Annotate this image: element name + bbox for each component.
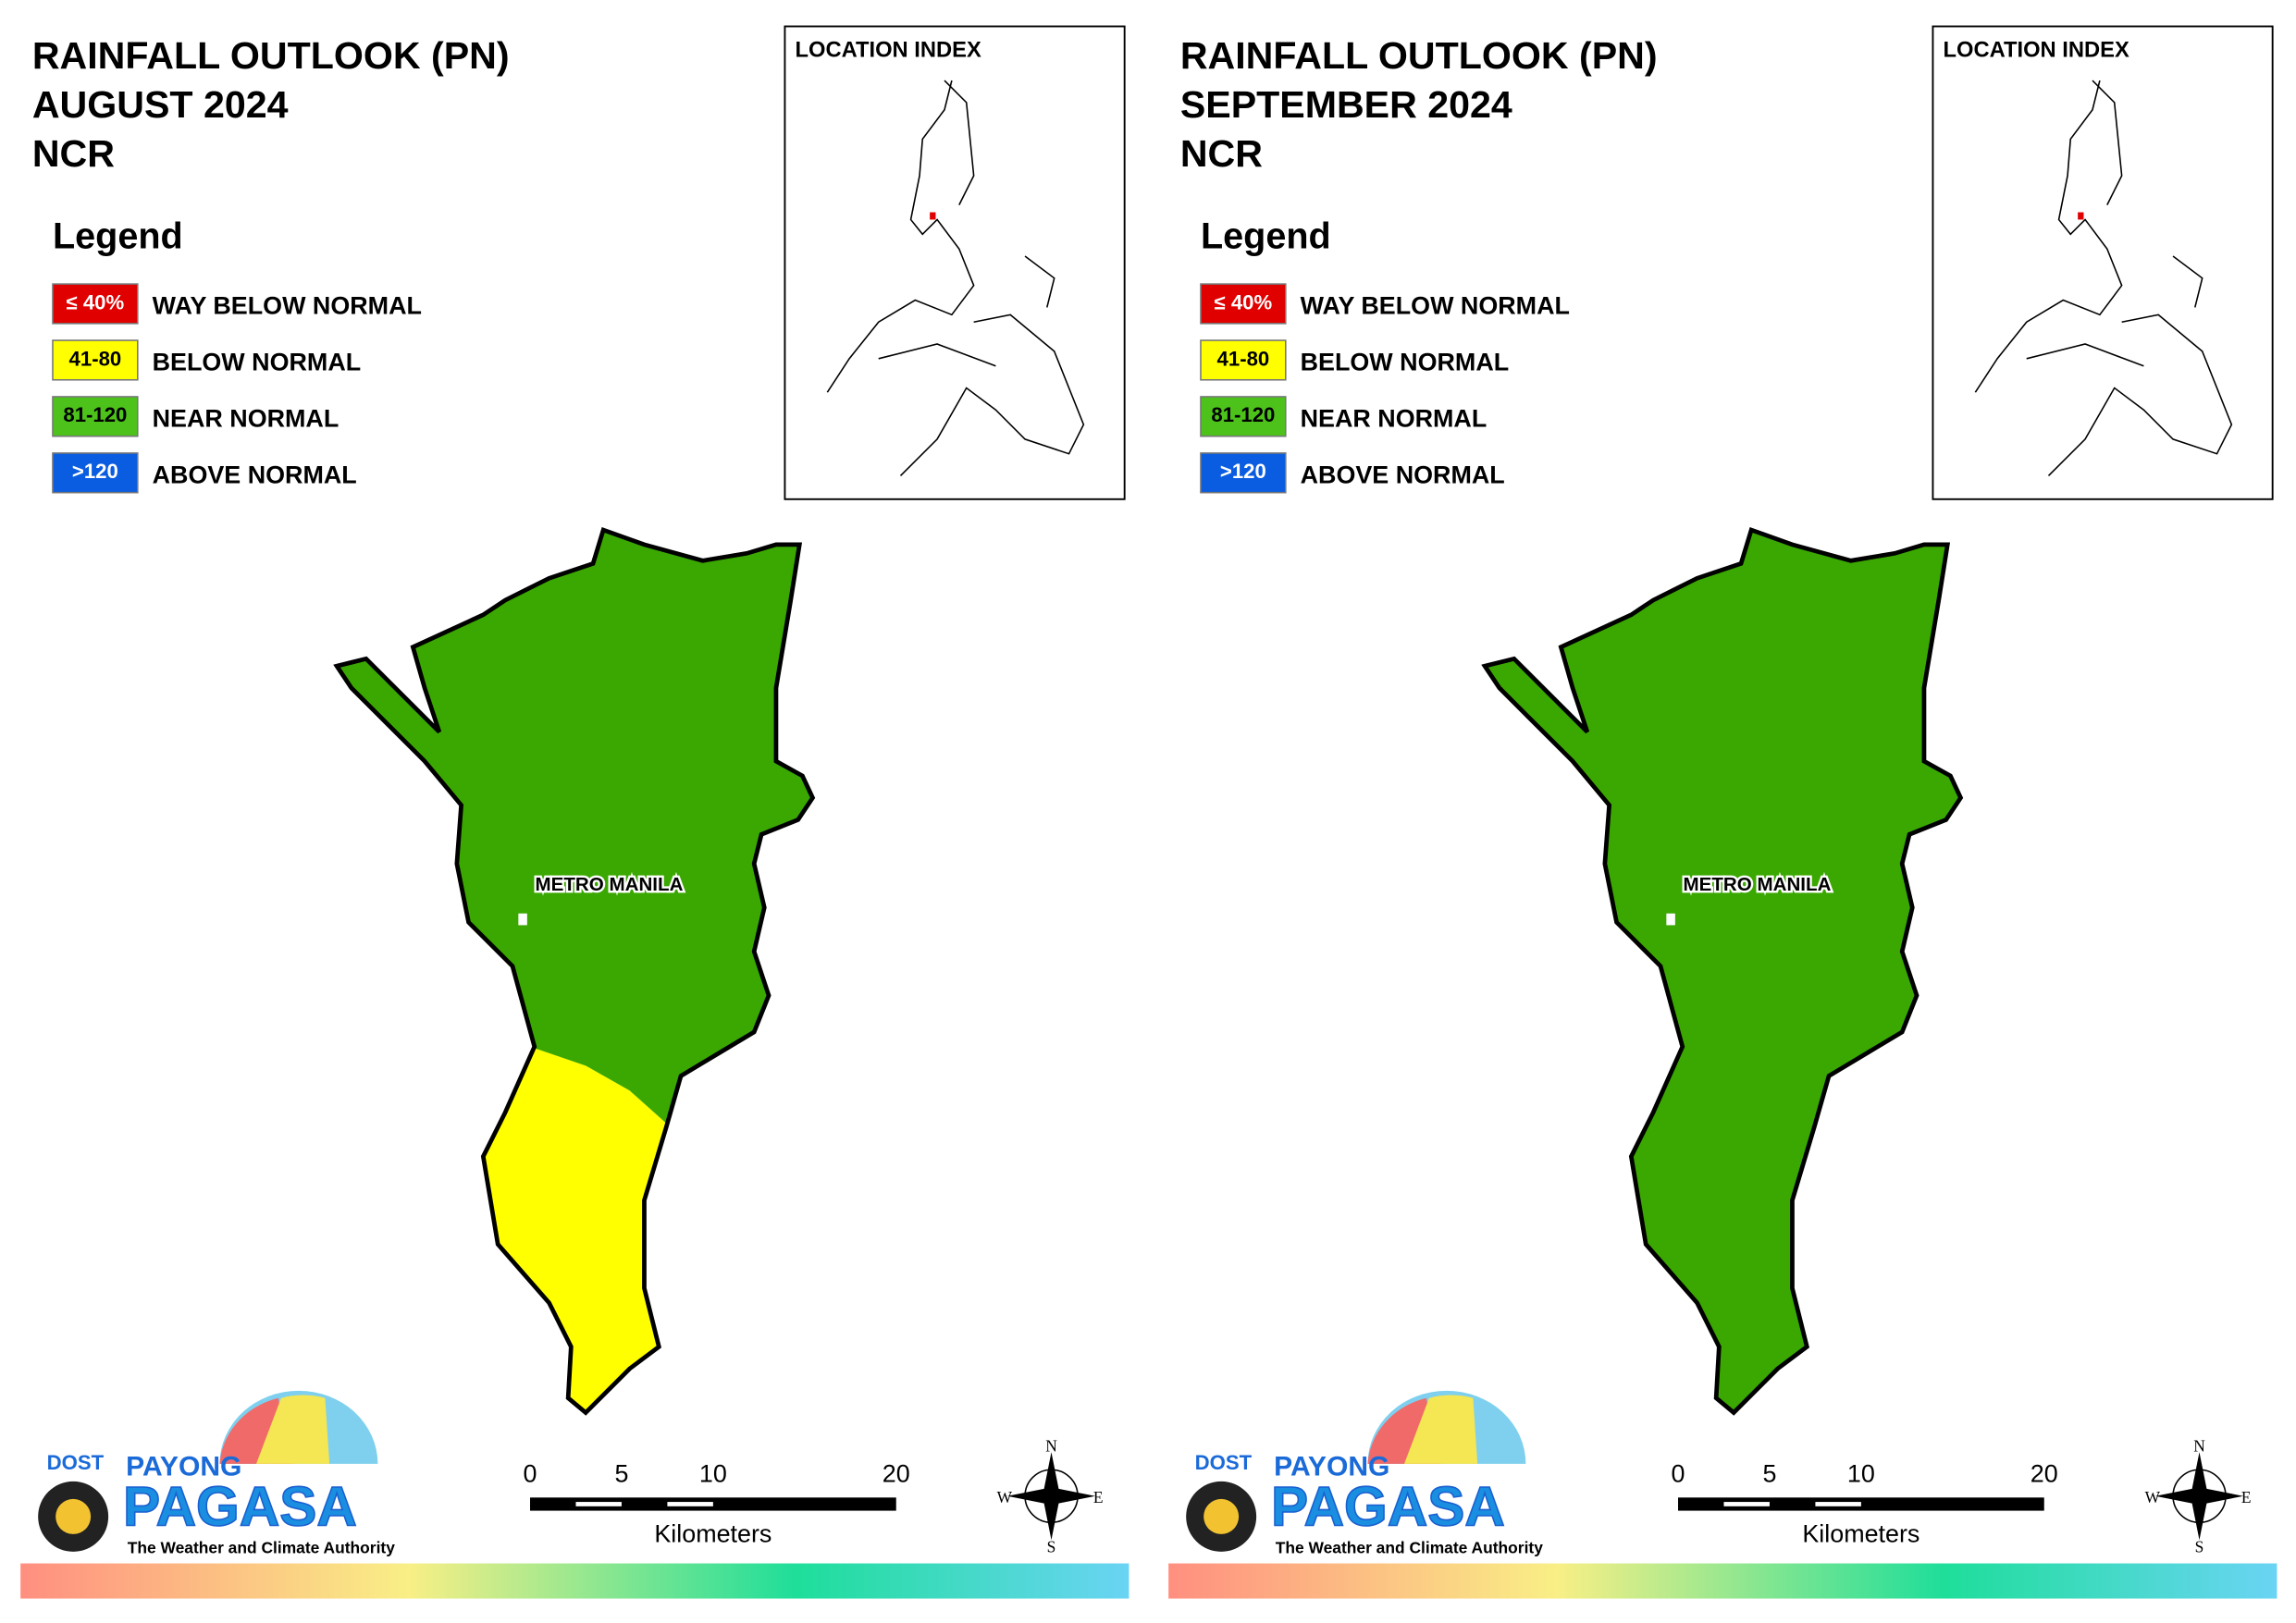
title-line: SEPTEMBER 2024 — [1180, 83, 1512, 126]
logo-brand-top: PAYONG — [1274, 1452, 1389, 1482]
legend-swatch — [52, 452, 139, 494]
scale-unit: Kilometers — [654, 1520, 772, 1548]
legend-label: BELOW NORMAL — [1301, 348, 1510, 375]
legend-label: ABOVE NORMAL — [153, 461, 357, 488]
location-index-title: LOCATION INDEX — [796, 39, 981, 63]
compass-letter: W — [2145, 1488, 2161, 1506]
compass-letter: N — [1045, 1437, 1057, 1456]
location-marker — [930, 212, 936, 220]
region-outline — [333, 526, 816, 1416]
scale-tick-label: 5 — [1762, 1460, 1776, 1488]
scale-unit: Kilometers — [1802, 1520, 1920, 1548]
compass-letter: S — [2195, 1538, 2204, 1556]
compass-letter: N — [2193, 1437, 2205, 1456]
legend-swatch-label: >120 — [72, 460, 118, 483]
title-line: RAINFALL OUTLOOK (PN) — [1180, 34, 1658, 77]
enclave — [518, 913, 527, 926]
scale-tick-label: 10 — [1847, 1460, 1875, 1488]
philippines-outline — [826, 80, 1085, 477]
region-outline — [1481, 526, 1964, 1416]
location-marker — [2078, 212, 2084, 220]
legend-swatch — [1200, 283, 1287, 325]
title-line: NCR — [32, 132, 115, 175]
legend-swatch — [52, 283, 139, 325]
scale-tick-label: 5 — [614, 1460, 628, 1488]
map-fill — [337, 530, 813, 1413]
region-label: METRO MANILA — [536, 874, 684, 895]
color-band — [20, 1563, 1129, 1599]
scale-bar-gap — [1815, 1502, 1861, 1506]
legend-title: Legend — [53, 215, 183, 256]
legend-swatch — [1200, 339, 1287, 381]
legend-label: ABOVE NORMAL — [1301, 461, 1505, 488]
legend-swatch-label: ≤ 40% — [67, 290, 125, 314]
region-label: METRO MANILA — [1684, 874, 1832, 895]
seal-inner — [56, 1498, 92, 1534]
legend-swatch-label: 41-80 — [1217, 347, 1270, 370]
logo-brand-top: PAYONG — [126, 1452, 241, 1482]
scale-tick-label: 20 — [883, 1460, 910, 1488]
panel: RAINFALL OUTLOOK (PN) SEPTEMBER 2024 NCR LO… — [1168, 25, 2277, 1599]
title-line: AUGUST 2024 — [32, 83, 289, 126]
compass-letter: S — [1047, 1538, 1056, 1556]
legend-swatch-label: 81-120 — [1211, 403, 1275, 426]
legend-label: NEAR NORMAL — [153, 404, 339, 432]
color-band — [1168, 1563, 2277, 1599]
scale-bar-gap — [1723, 1502, 1770, 1506]
enclave — [1666, 913, 1675, 926]
map-fill — [1485, 530, 1961, 1413]
legend-swatch-label: ≤ 40% — [1215, 290, 1273, 314]
scale-tick-label: 10 — [699, 1460, 727, 1488]
title-line: RAINFALL OUTLOOK (PN) — [32, 34, 510, 77]
legend-swatch — [52, 339, 139, 381]
seal-inner — [1204, 1498, 1240, 1534]
legend-swatch — [1200, 452, 1287, 494]
scale-tick-label: 20 — [2031, 1460, 2058, 1488]
logo-agency: DOST — [1195, 1451, 1253, 1474]
scale-tick-label: 0 — [1672, 1460, 1685, 1488]
logo-tagline: The Weather and Climate Authority — [128, 1538, 395, 1556]
logo-tagline: The Weather and Climate Authority — [1276, 1538, 1543, 1556]
location-index-title: LOCATION INDEX — [1944, 39, 2129, 63]
scale-tick-label: 0 — [524, 1460, 537, 1488]
legend-label: WAY BELOW NORMAL — [1301, 292, 1570, 320]
compass-letter: E — [1093, 1488, 1104, 1506]
umbrella-yellow — [1404, 1395, 1478, 1464]
scale-bar-gap — [575, 1502, 622, 1506]
logo-agency: DOST — [47, 1451, 105, 1474]
compass-star — [1007, 1452, 1096, 1541]
logo-brand: PAGASA — [1271, 1475, 1505, 1537]
legend-swatch — [52, 396, 139, 437]
legend-swatch-label: 41-80 — [69, 347, 122, 370]
legend-label: BELOW NORMAL — [153, 348, 362, 375]
scale-bar-gap — [667, 1502, 713, 1506]
legend-swatch-label: >120 — [1220, 460, 1266, 483]
panel: RAINFALL OUTLOOK (PN) AUGUST 2024 NCR LOCAT… — [20, 25, 1129, 1599]
logo-brand: PAGASA — [123, 1475, 357, 1537]
legend-label: NEAR NORMAL — [1301, 404, 1487, 432]
legend-title: Legend — [1201, 215, 1331, 256]
legend-swatch — [1200, 396, 1287, 437]
philippines-outline — [1974, 80, 2233, 477]
location-index-frame — [784, 25, 1126, 500]
legend-label: WAY BELOW NORMAL — [153, 292, 422, 320]
location-index-frame — [1932, 25, 2274, 500]
title-line: NCR — [1180, 132, 1263, 175]
compass-star — [2155, 1452, 2244, 1541]
umbrella-yellow — [256, 1395, 330, 1464]
compass-letter: E — [2241, 1488, 2252, 1506]
legend-swatch-label: 81-120 — [63, 403, 127, 426]
compass-letter: W — [997, 1488, 1013, 1506]
